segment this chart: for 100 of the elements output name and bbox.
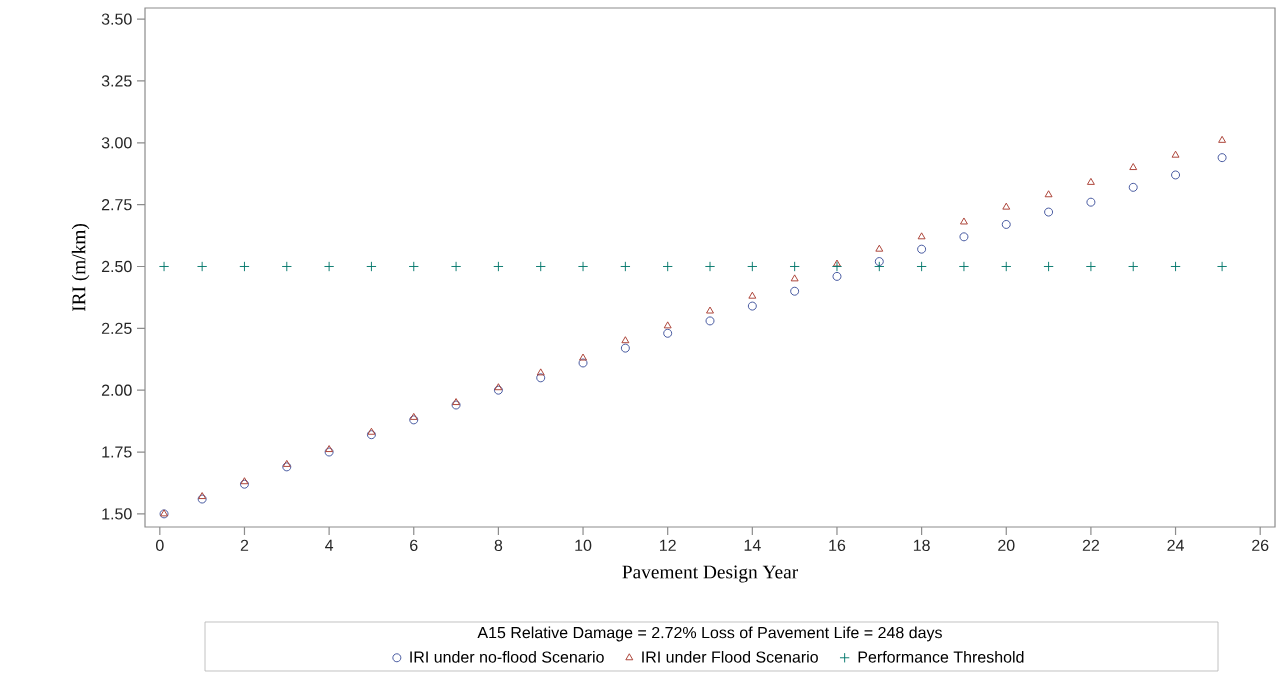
point: [1001, 261, 1012, 272]
x-tick-label: 16: [829, 539, 846, 552]
point: [1044, 207, 1054, 217]
y-tick-label: 3.50: [101, 13, 132, 25]
legend-label: Performance Threshold: [858, 650, 1024, 663]
point: [282, 459, 291, 467]
legend-label: IRI under Flood Scenario: [642, 650, 818, 663]
point: [366, 430, 376, 440]
point: [1002, 202, 1011, 210]
x-tick-label: 4: [325, 539, 334, 551]
point: [325, 445, 334, 453]
point: [197, 261, 208, 272]
x-tick-label: 26: [1252, 539, 1269, 552]
x-tick-label: 18: [913, 539, 930, 552]
point: [493, 385, 503, 395]
point: [452, 398, 461, 406]
point: [1128, 182, 1138, 192]
point: [832, 271, 842, 281]
point: [1171, 150, 1180, 158]
point: [916, 261, 927, 272]
point: [1129, 163, 1138, 171]
x-tick-label: 24: [1167, 539, 1184, 551]
point: [366, 261, 377, 272]
x-tick-label: 0: [156, 539, 164, 552]
y-tick-label: 2.50: [101, 260, 132, 273]
y-axis-title: IRI (m/km): [71, 224, 90, 312]
point: [197, 494, 207, 504]
point: [748, 291, 757, 299]
point: [577, 261, 589, 272]
point: [1001, 219, 1011, 229]
point: [579, 353, 587, 361]
point: [663, 328, 673, 338]
point: [747, 301, 757, 311]
x-tick-label: 14: [744, 539, 761, 551]
point: [451, 400, 461, 410]
point: [1044, 190, 1053, 198]
point: [1216, 261, 1228, 272]
point: [874, 257, 884, 267]
point: [960, 217, 968, 225]
x-tick-label: 20: [998, 539, 1015, 552]
point: [790, 286, 800, 296]
y-tick-label: 1.75: [102, 446, 132, 458]
point: [1086, 177, 1095, 185]
point: [704, 261, 716, 272]
point: [281, 261, 292, 272]
point: [1085, 261, 1097, 272]
y-tick-label: 2.75: [101, 199, 132, 211]
point: [663, 321, 672, 329]
point: [1086, 197, 1096, 207]
legend-title: A15 Relative Damage = 2.72% Loss of Pavement Life = 248 days: [477, 626, 942, 642]
x-tick-label: 8: [494, 539, 503, 552]
point: [536, 368, 545, 376]
point: [747, 261, 758, 272]
point: [831, 261, 843, 272]
x-tick-label: 6: [410, 539, 418, 552]
point: [240, 479, 249, 489]
point: [917, 232, 926, 240]
point: [1043, 261, 1054, 272]
point: [1218, 135, 1227, 143]
x-tick-label: 10: [575, 539, 592, 552]
x-axis-title: Pavement Design Year: [622, 565, 799, 583]
point: [1170, 261, 1181, 272]
point: [367, 427, 376, 435]
point: [536, 373, 546, 383]
y-tick-label: 2.00: [101, 384, 132, 396]
point: [493, 261, 504, 272]
y-tick-label: 3.00: [101, 137, 132, 149]
point: [324, 447, 334, 457]
point: [409, 412, 418, 420]
point: [408, 261, 419, 272]
point: [239, 261, 250, 272]
x-tick-label: 22: [1082, 539, 1099, 551]
y-tick-label: 3.25: [101, 75, 132, 87]
point: [1171, 170, 1181, 180]
point: [282, 462, 292, 472]
point: [875, 244, 884, 252]
point: [198, 492, 207, 500]
point: [1128, 261, 1139, 272]
point: [662, 261, 673, 272]
point: [874, 261, 885, 272]
point: [789, 261, 800, 272]
point: [621, 336, 630, 344]
point: [959, 232, 969, 242]
point: [535, 261, 546, 272]
point: [706, 306, 714, 314]
point: [705, 316, 715, 326]
point: [958, 261, 970, 272]
point: [833, 259, 841, 267]
point: [409, 415, 419, 425]
point: [158, 261, 170, 272]
point: [578, 358, 588, 368]
y-tick-label: 2.25: [101, 322, 132, 334]
point: [620, 261, 631, 272]
point: [240, 477, 249, 485]
legend-label: IRI under no-flood Scenario: [410, 650, 604, 663]
point: [917, 244, 927, 254]
point: [323, 261, 335, 272]
point: [620, 343, 630, 353]
x-tick-label: 2: [240, 539, 249, 551]
point: [494, 383, 503, 391]
